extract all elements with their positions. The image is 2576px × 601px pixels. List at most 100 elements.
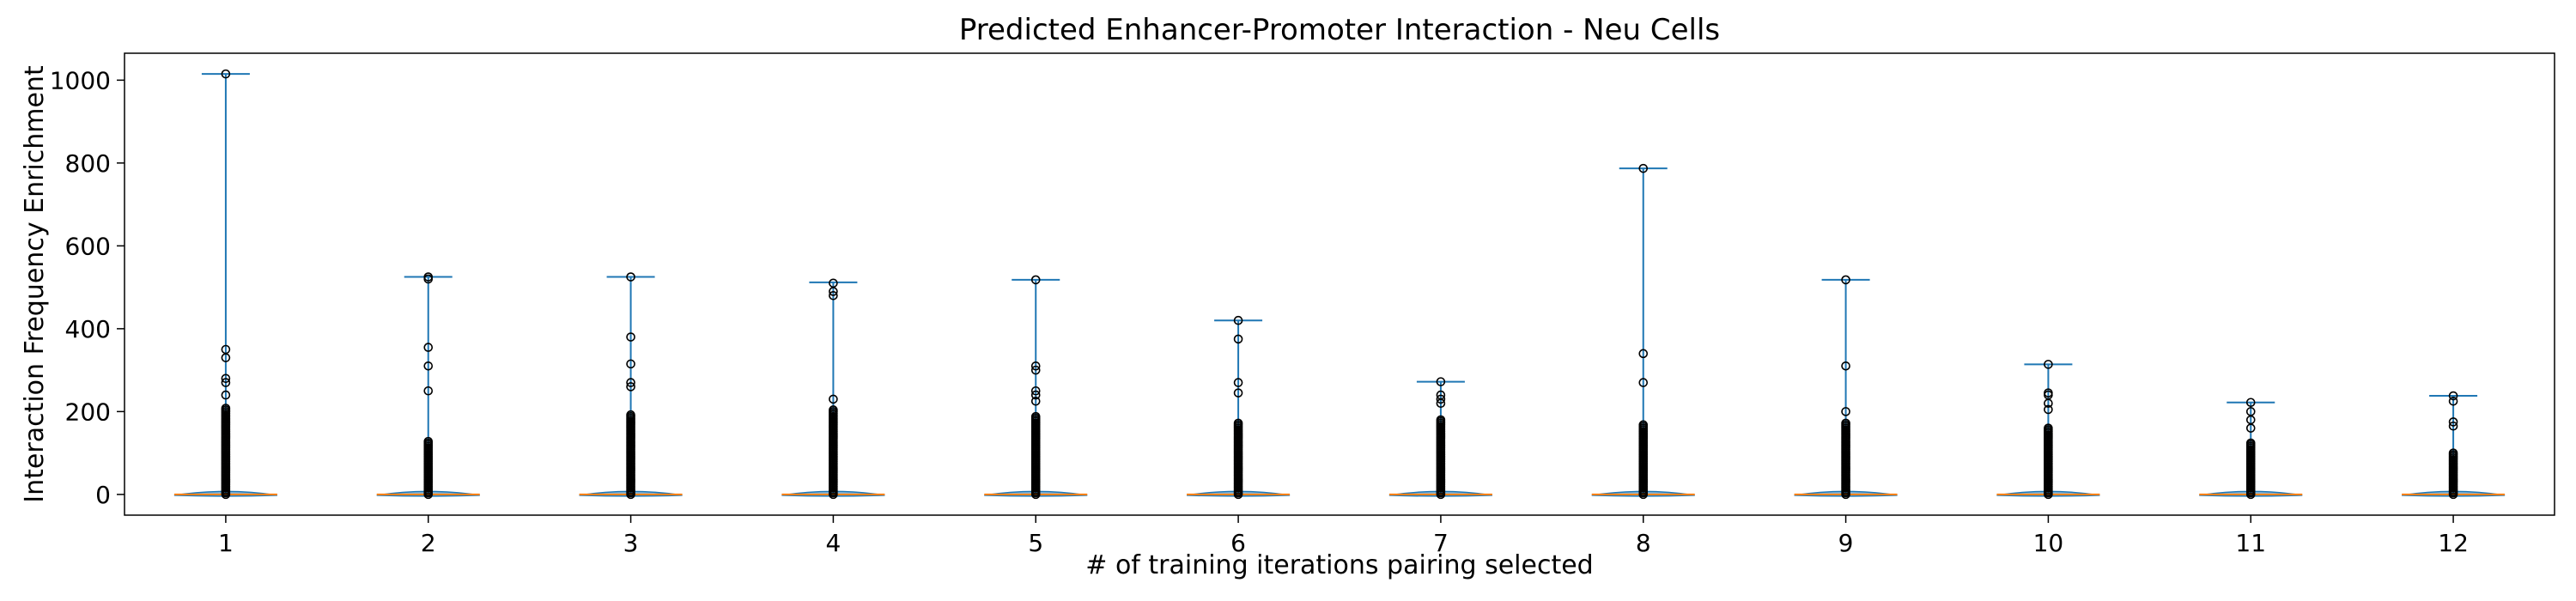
outlier-cluster xyxy=(1436,415,1446,500)
x-tick-label: 5 xyxy=(1028,529,1043,557)
outlier-point xyxy=(221,373,231,384)
outlier-point xyxy=(423,361,434,371)
outlier-point xyxy=(626,332,635,342)
x-tick-label: 6 xyxy=(1230,529,1246,557)
outlier-point xyxy=(626,378,635,387)
x-tick-label: 1 xyxy=(218,529,234,557)
outlier-point xyxy=(2245,438,2256,448)
outlier-point xyxy=(1436,394,1446,404)
x-tick-label: 7 xyxy=(1433,529,1449,557)
outlier-point xyxy=(829,290,838,300)
outlier-cluster xyxy=(829,405,838,500)
outlier-cluster xyxy=(423,436,434,500)
outlier-point xyxy=(2044,423,2053,433)
violin-1 xyxy=(173,69,278,500)
outlier-point xyxy=(2044,398,2053,409)
outlier-cluster xyxy=(221,404,231,500)
y-tick-label: 600 xyxy=(65,232,111,260)
outlier-point xyxy=(221,404,231,413)
outlier-point xyxy=(626,410,635,420)
y-axis: 0 200 400 600 800 1000 xyxy=(50,66,125,509)
outlier-point xyxy=(1436,415,1446,425)
outlier-point xyxy=(2448,421,2458,431)
violin-10 xyxy=(1996,360,2100,500)
outlier-point xyxy=(1436,377,1446,386)
outlier-point xyxy=(2448,391,2458,401)
outlier-cluster xyxy=(1233,418,1243,500)
y-tick-label: 0 xyxy=(95,481,111,509)
plot-frame xyxy=(124,52,2555,516)
x-tick-label: 10 xyxy=(2033,529,2064,557)
outlier-point xyxy=(1030,365,1041,375)
outlier-point xyxy=(626,382,635,392)
violin-series xyxy=(173,69,2506,500)
outlier-point xyxy=(423,343,434,352)
outlier-cluster xyxy=(2245,438,2256,500)
outlier-point xyxy=(221,390,231,400)
outlier-cluster xyxy=(2044,423,2053,500)
outlier-point xyxy=(829,405,838,415)
outlier-point xyxy=(1638,349,1649,359)
violin-8 xyxy=(1591,163,1695,500)
outlier-point xyxy=(2448,397,2458,406)
outlier-point xyxy=(1030,361,1041,371)
x-tick-label: 12 xyxy=(2438,529,2469,557)
outlier-point xyxy=(1030,411,1041,422)
x-axis-label: # of training iterations pairing selecte… xyxy=(1085,550,1593,580)
x-tick-label: 3 xyxy=(623,529,639,557)
outlier-point xyxy=(2044,404,2053,415)
violin-7 xyxy=(1388,377,1493,500)
outlier-point xyxy=(1233,418,1243,428)
outlier-point xyxy=(221,378,231,387)
outlier-point xyxy=(221,69,231,79)
outlier-point xyxy=(1030,397,1041,406)
violin-2 xyxy=(376,272,480,500)
outlier-point xyxy=(423,385,434,396)
outlier-point xyxy=(626,359,635,369)
outlier-point xyxy=(1638,420,1649,430)
violin-12 xyxy=(2401,391,2506,500)
x-tick-label: 11 xyxy=(2235,529,2266,557)
outlier-point xyxy=(1841,275,1850,285)
violin-5 xyxy=(984,275,1088,500)
y-tick-label: 800 xyxy=(65,149,111,178)
outlier-point xyxy=(423,436,434,446)
x-axis: 1 2 3 4 5 6 7 8 9 10 11 12 xyxy=(218,515,2469,557)
violin-6 xyxy=(1186,315,1291,500)
outlier-point xyxy=(1233,388,1243,398)
outlier-point xyxy=(2448,448,2458,458)
violin-11 xyxy=(2199,398,2303,500)
outlier-point xyxy=(423,274,434,284)
outlier-point xyxy=(1030,385,1041,396)
chart-title: Predicted Enhancer-Promoter Interaction … xyxy=(959,13,1720,47)
outlier-cluster xyxy=(1030,411,1041,500)
outlier-cluster xyxy=(626,410,635,500)
x-tick-label: 9 xyxy=(1838,529,1854,557)
outlier-point xyxy=(221,353,231,362)
outlier-point xyxy=(1841,407,1850,416)
outlier-point xyxy=(1841,361,1850,371)
outlier-point xyxy=(626,272,635,282)
y-tick-label: 200 xyxy=(65,398,111,426)
outlier-cluster xyxy=(1841,418,1850,500)
outlier-point xyxy=(2448,417,2458,427)
violin-3 xyxy=(579,272,683,500)
outlier-point xyxy=(2245,423,2256,433)
outlier-point xyxy=(829,287,838,296)
violin-4 xyxy=(781,278,885,500)
outlier-point xyxy=(2245,398,2256,408)
outlier-point xyxy=(1638,163,1649,173)
outlier-cluster xyxy=(2448,448,2458,500)
outlier-point xyxy=(1233,334,1243,344)
outlier-point xyxy=(2044,360,2053,369)
outlier-point xyxy=(1030,275,1041,285)
y-axis-label: Interaction Frequency Enrichment xyxy=(20,65,50,503)
outlier-cluster xyxy=(1638,420,1649,500)
outlier-point xyxy=(1436,398,1446,409)
x-tick-label: 2 xyxy=(421,529,436,557)
y-tick-label: 400 xyxy=(65,315,111,343)
x-tick-label: 8 xyxy=(1636,529,1651,557)
outlier-point xyxy=(1030,390,1041,400)
